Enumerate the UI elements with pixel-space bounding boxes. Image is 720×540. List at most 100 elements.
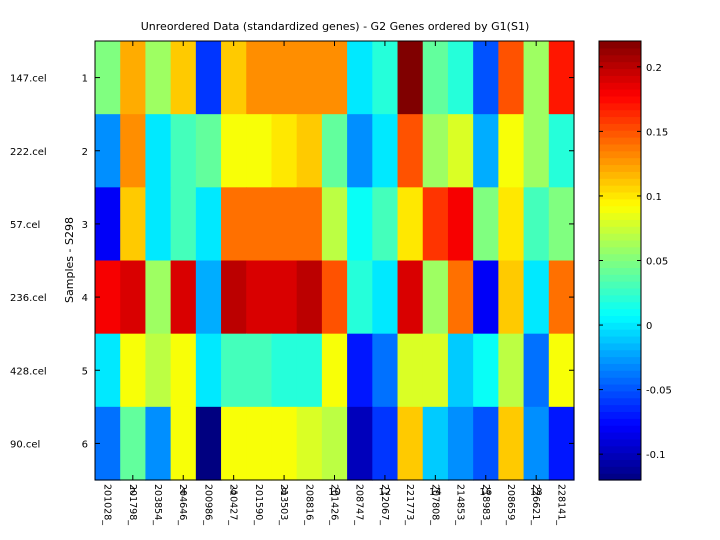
colorbar-segment: [599, 185, 641, 193]
heatmap-cell: [271, 114, 298, 188]
colorbar-segment: [599, 116, 641, 124]
y-tick-label: 2: [82, 147, 88, 158]
heatmap-cell: [271, 406, 298, 481]
x-tick-label: 12: [379, 487, 392, 498]
heatmap-cell: [422, 114, 449, 188]
heatmap-cell: [372, 114, 399, 188]
column-label: 208659_: [505, 484, 516, 525]
heatmap-cell: [422, 260, 449, 335]
column-label: 213503_: [278, 484, 289, 525]
colorbar-tick-label: 0.2: [646, 63, 662, 74]
heatmap-cell: [296, 41, 323, 115]
chart-title: Unreordered Data (standardized genes) - …: [141, 20, 530, 33]
colorbar-segment: [599, 212, 641, 220]
heatmap-cell: [321, 333, 348, 408]
colorbar-segment: [599, 82, 641, 90]
heatmap-cell: [347, 406, 373, 481]
colorbar-segment: [599, 137, 641, 145]
column-label: 210427_: [228, 484, 239, 525]
heatmap-cell: [397, 114, 424, 188]
heatmap-cell: [221, 187, 247, 262]
heatmap-cell: [246, 260, 273, 335]
heatmap-cell: [372, 333, 399, 408]
heatmap-cell: [221, 41, 247, 115]
heatmap-cell: [296, 114, 323, 188]
colorbar-segment: [599, 41, 641, 49]
heatmap-cell: [271, 41, 298, 115]
heatmap-cell: [221, 114, 247, 188]
colorbar-segment: [599, 164, 641, 172]
x-tick-label: 4: [180, 487, 186, 498]
heatmap-cell: [447, 187, 474, 262]
heatmap-cell: [372, 187, 399, 262]
heatmap-cell: [195, 114, 222, 188]
row-name-label: 90.cel: [10, 439, 40, 450]
heatmap-cell: [321, 41, 348, 115]
colorbar-segment: [599, 425, 641, 433]
heatmap-cell: [372, 260, 399, 335]
heatmap-cell: [221, 260, 247, 335]
colorbar-segment: [599, 47, 641, 56]
colorbar-tick-label: 0.05: [646, 257, 668, 268]
colorbar-segment: [599, 308, 641, 316]
colorbar-tick-label: 0.1: [646, 192, 662, 203]
y-tick-label: 5: [82, 366, 88, 377]
colorbar-segment: [599, 438, 641, 447]
colorbar-segment: [599, 452, 641, 461]
heatmap-cell: [145, 187, 172, 262]
heatmap-cell: [170, 114, 197, 188]
x-tick-label: 18: [530, 487, 543, 498]
colorbar-segment: [599, 301, 641, 310]
colorbar-tick-label: -0.1: [646, 450, 666, 461]
heatmap-cell: [523, 333, 550, 408]
colorbar-segment: [599, 383, 641, 392]
colorbar-segment: [599, 75, 641, 83]
heatmap-cell: [145, 41, 172, 115]
heatmap-cell: [473, 114, 499, 188]
heatmap-cell: [246, 114, 273, 188]
row-name-label: 57.cel: [10, 220, 40, 231]
heatmap-cell: [447, 41, 474, 115]
colorbar-segment: [599, 363, 641, 371]
colorbar-segment: [599, 54, 641, 63]
heatmap-cell: [120, 187, 147, 262]
heatmap-cell: [271, 260, 298, 335]
column-label: 221773_: [404, 484, 415, 525]
column-label: 200986_: [202, 484, 213, 525]
heatmap-cell: [347, 114, 373, 188]
heatmap-cell: [347, 333, 373, 408]
heatmap-cell: [195, 333, 222, 408]
heatmap-cell: [321, 260, 348, 335]
heatmap-cell: [397, 41, 424, 115]
colorbar-segment: [599, 397, 641, 406]
colorbar-segment: [599, 411, 641, 419]
heatmap-cell: [473, 406, 499, 481]
y-axis-label: Samples - S298: [63, 217, 76, 303]
heatmap-cell: [321, 114, 348, 188]
colorbar-segment: [599, 431, 641, 440]
colorbar-segment: [599, 342, 641, 351]
row-name-label: 147.cel: [10, 74, 47, 85]
colorbar-segment: [599, 68, 641, 76]
colorbar-segment: [599, 157, 641, 166]
colorbar-segment: [599, 473, 641, 481]
heatmap-cell: [397, 406, 424, 481]
colorbar-segment: [599, 130, 641, 138]
colorbar-segment: [599, 219, 641, 227]
heatmap-cell: [321, 406, 348, 481]
heatmap-cell: [397, 333, 424, 408]
heatmap-cell: [296, 187, 323, 262]
x-tick-label: 14: [429, 487, 442, 498]
heatmap-cell: [422, 333, 449, 408]
colorbar-segment: [599, 260, 641, 268]
heatmap-cell: [296, 406, 323, 481]
colorbar-segment: [599, 466, 641, 474]
column-labels: 201028_ 201798_ 203854_ 204646_ 200986_ 21042…: [102, 484, 567, 525]
heatmap-cell: [120, 114, 147, 188]
colorbar-segment: [599, 143, 641, 152]
heatmap-cell: [170, 406, 197, 481]
colorbar-segment: [599, 377, 641, 385]
column-label: 201028_: [102, 484, 113, 525]
colorbar-segment: [599, 315, 641, 323]
